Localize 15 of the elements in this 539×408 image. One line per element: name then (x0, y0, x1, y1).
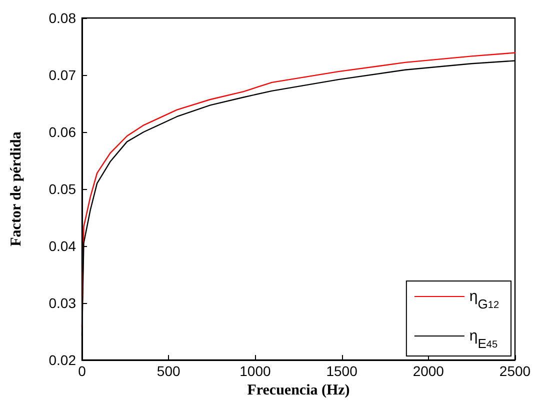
x-tick-label: 1000 (240, 363, 271, 379)
y-tick-label: 0.04 (48, 238, 76, 254)
x-tick-label: 2500 (499, 363, 531, 379)
x-tick-label: 500 (156, 363, 180, 379)
y-tick-label: 0.05 (48, 181, 76, 197)
x-tick-label: 2000 (412, 363, 444, 379)
x-axis-title: Frecuencia (Hz) (247, 382, 350, 398)
y-tick-label: 0.03 (48, 295, 76, 311)
y-tick-label: 0.02 (48, 352, 76, 368)
y-tick-label: 0.07 (48, 67, 76, 83)
x-tick-label: 1500 (326, 363, 358, 379)
y-tick-label: 0.06 (48, 124, 76, 140)
y-tick-label: 0.08 (48, 10, 76, 26)
y-axis-title: Factor de pérdida (8, 131, 24, 246)
x-tick-label: 0 (78, 363, 86, 379)
